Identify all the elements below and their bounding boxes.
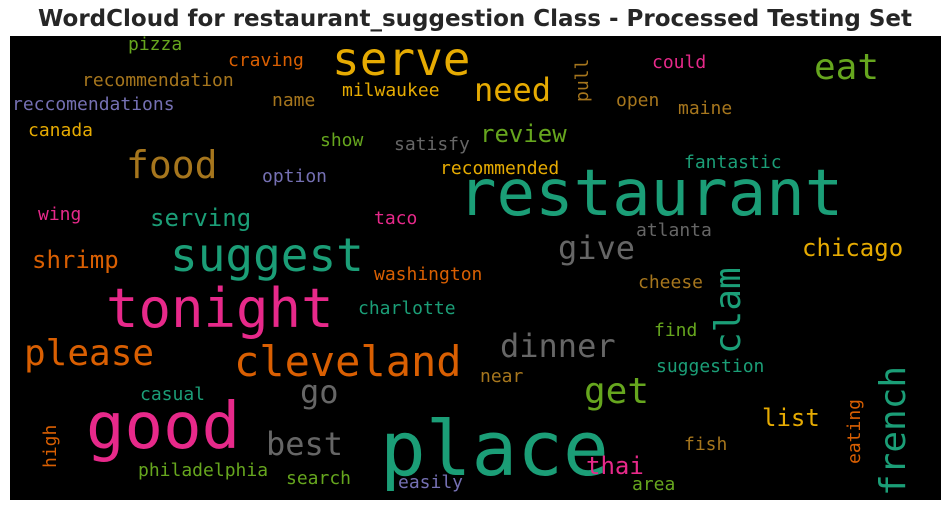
word-dinner: dinner <box>500 327 616 365</box>
word-reccomendations: reccomendations <box>12 94 175 115</box>
word-easily: easily <box>398 472 464 493</box>
word-eating: eating <box>844 398 865 464</box>
word-charlotte: charlotte <box>358 298 456 319</box>
word-recommended: recommended <box>440 158 560 179</box>
word-thai: thai <box>586 452 644 480</box>
word-high: high <box>40 424 61 468</box>
word-washington: washington <box>374 264 483 285</box>
word-go: go <box>300 373 339 411</box>
word-chicago: chicago <box>802 234 904 262</box>
word-list: list <box>762 404 820 432</box>
word-place: place <box>380 404 609 493</box>
word-fantastic: fantastic <box>684 152 782 173</box>
word-satisfy: satisfy <box>394 134 470 155</box>
chart-title: WordCloud for restaurant_suggestion Clas… <box>37 6 913 32</box>
word-serving: serving <box>150 204 252 232</box>
word-find: find <box>654 320 698 341</box>
word-philadelphia: philadelphia <box>138 460 269 481</box>
word-cleveland: cleveland <box>234 337 462 386</box>
word-option: option <box>262 166 328 187</box>
word-eat: eat <box>814 47 880 88</box>
word-milwaukee: milwaukee <box>342 80 440 101</box>
word-suggestion: suggestion <box>656 356 765 377</box>
word-review: review <box>480 120 567 148</box>
word-good: good <box>86 390 241 464</box>
word-food: food <box>126 143 218 187</box>
word-maine: maine <box>678 98 733 119</box>
word-shrimp: shrimp <box>32 246 119 274</box>
word-restaurant: restaurant <box>458 157 844 231</box>
word-could: could <box>652 52 707 73</box>
word-near: near <box>480 366 524 387</box>
word-tonight: tonight <box>106 277 334 340</box>
word-open: open <box>616 90 660 111</box>
word-give: give <box>558 229 636 267</box>
word-need: need <box>474 71 552 109</box>
word-area: area <box>632 474 676 495</box>
word-recommendation: recommendation <box>82 70 234 91</box>
wordcloud-canvas: place restaurant good tonight suggest serve cl… <box>10 36 941 500</box>
word-please: please <box>24 333 155 374</box>
word-cheese: cheese <box>638 272 704 293</box>
word-search: search <box>286 468 352 489</box>
word-craving: craving <box>228 50 304 71</box>
word-canada: canada <box>28 120 94 141</box>
word-wing: wing <box>38 204 82 225</box>
word-show: show <box>320 130 364 151</box>
word-serve: serve <box>332 36 471 86</box>
word-french: french <box>873 365 914 496</box>
word-pizza: pizza <box>128 36 183 55</box>
word-pull: pull <box>572 58 593 102</box>
word-name: name <box>272 90 316 111</box>
word-atlanta: atlanta <box>636 220 712 241</box>
word-suggest: suggest <box>170 228 364 282</box>
word-best: best <box>266 425 344 463</box>
word-taco: taco <box>374 208 418 229</box>
word-clam: clam <box>708 267 749 354</box>
word-fish: fish <box>684 434 728 455</box>
word-get: get <box>584 371 650 412</box>
word-casual: casual <box>140 384 206 405</box>
